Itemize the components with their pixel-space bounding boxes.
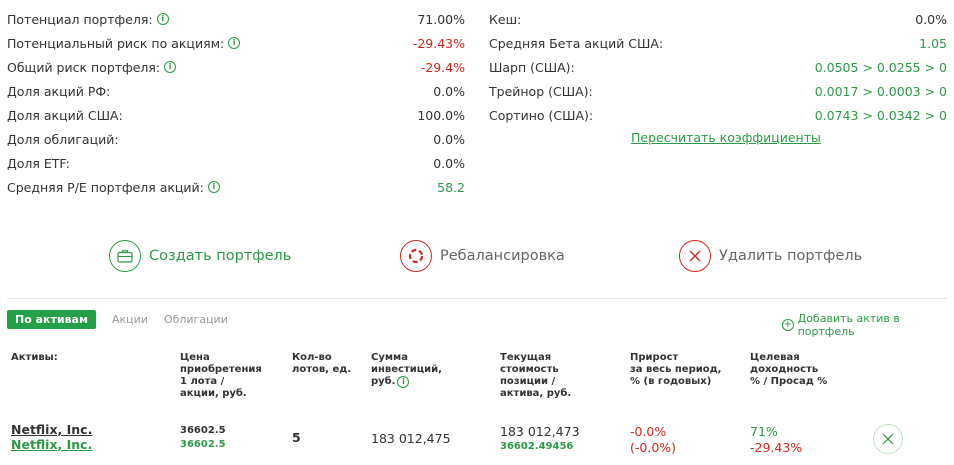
asset-tabs: По активам Акции Облигации (7, 310, 236, 329)
stat-value: 0.0% (433, 131, 465, 147)
rebalance-button[interactable]: Ребалансировка (400, 240, 565, 272)
add-asset-label: Добавить актив в портфель (797, 312, 900, 338)
info-icon[interactable]: i (156, 13, 169, 25)
stat-row: Доля ETF: 0.0% (7, 155, 465, 171)
briefcase-icon (109, 240, 141, 272)
asset-link[interactable]: Netflix, Inc. (11, 422, 93, 437)
create-portfolio-label: Создать портфель (149, 248, 292, 264)
stat-value: -29.4% (420, 59, 465, 75)
header-current: Текущая стоимость позиции / актива, руб. (500, 352, 572, 399)
stat-value: 0.0743 > 0.0342 > 0 (814, 107, 947, 123)
stats-left-column: Потенциал портфеля: i 71.00% Потенциальны… (7, 7, 465, 199)
header-invest: Сумма инвестиций, руб. i (371, 352, 442, 388)
close-icon (882, 433, 894, 445)
rebalance-icon (400, 240, 432, 272)
tab-stocks[interactable]: Акции (111, 313, 148, 326)
asset-cell: Netflix, Inc. Netflix, Inc. (11, 422, 92, 452)
stat-value: 1.05 (919, 35, 947, 51)
stat-value: 0.0% (433, 155, 465, 171)
price-cell: 36602.5 36602.5 (180, 425, 226, 450)
stat-value: 100.0% (417, 107, 465, 123)
stat-row: Доля акций США: 100.0% (7, 107, 465, 123)
info-icon[interactable]: i (397, 376, 410, 388)
portfolio-actions: Создать портфель Ребалансировка Удалить … (0, 240, 954, 276)
stat-row: Кеш: 0.0% (489, 11, 947, 27)
current-cell: 183 012,473 36602.49456 (500, 424, 580, 452)
stats-right-column: Кеш: 0.0% Средняя Бета акций США: 1.05 Ш… (489, 7, 947, 127)
stat-row: Шарп (США): 0.0505 > 0.0255 > 0 (489, 59, 947, 75)
rebalance-label: Ребалансировка (440, 248, 565, 264)
delete-portfolio-label: Удалить портфель (719, 248, 863, 264)
info-icon[interactable]: i (228, 37, 241, 49)
stat-value: 0.0% (915, 11, 947, 27)
stat-value: -29.43% (412, 35, 465, 51)
stat-row: Потенциал портфеля: i 71.00% (7, 11, 465, 27)
recalculate-link[interactable]: Пересчитать коэффициенты (631, 130, 821, 145)
close-icon (679, 240, 711, 272)
header-growth: Прирост за весь период, % (в годовых) (630, 352, 722, 387)
portfolio-stats: Потенциал портфеля: i 71.00% Потенциальны… (0, 0, 954, 200)
header-target: Целевая доходность % / Просад % (750, 352, 828, 387)
add-asset-button[interactable]: + Добавить актив в портфель (782, 312, 954, 338)
delete-portfolio-button[interactable]: Удалить портфель (679, 240, 862, 272)
divider (7, 298, 947, 299)
stat-row: Средняя Бета акций США: 1.05 (489, 35, 947, 51)
info-icon[interactable]: i (164, 61, 177, 73)
lots-cell: 5 (292, 430, 301, 445)
stat-row: Потенциальный риск по акциям: i -29.43% (7, 35, 465, 51)
stat-row: Доля акций РФ: 0.0% (7, 83, 465, 99)
tab-by-assets[interactable]: По активам (7, 310, 96, 329)
stat-value: 0.0505 > 0.0255 > 0 (814, 59, 947, 75)
stat-row: Сортино (США): 0.0743 > 0.0342 > 0 (489, 107, 947, 123)
info-icon[interactable]: i (207, 181, 220, 193)
stat-value: 0.0% (433, 83, 465, 99)
header-assets: Активы: (11, 352, 58, 363)
tab-bonds[interactable]: Облигации (163, 313, 228, 326)
invest-cell: 183 012,475 (371, 431, 451, 446)
header-lots: Кол-во лотов, ед. (292, 352, 352, 375)
stat-value: 0.0017 > 0.0003 > 0 (814, 83, 947, 99)
target-cell: 71% -29.43% (750, 424, 803, 455)
header-price: Цена приобретения 1 лота / акции, руб. (180, 352, 262, 399)
stat-value: 71.00% (417, 11, 465, 27)
stat-row: Трейнор (США): 0.0017 > 0.0003 > 0 (489, 83, 947, 99)
stat-value: 58.2 (437, 179, 465, 195)
stat-row: Средняя P/E портфеля акций: i 58.2 (7, 179, 465, 195)
remove-asset-button[interactable] (873, 424, 903, 454)
stat-row: Доля облигаций: 0.0% (7, 131, 465, 147)
stat-row: Общий риск портфеля: i -29.4% (7, 59, 465, 75)
create-portfolio-button[interactable]: Создать портфель (109, 240, 291, 272)
growth-cell: -0.0% (-0.0%) (630, 424, 677, 455)
plus-circle-icon: + (782, 319, 794, 331)
asset-link-secondary[interactable]: Netflix, Inc. (11, 437, 93, 452)
